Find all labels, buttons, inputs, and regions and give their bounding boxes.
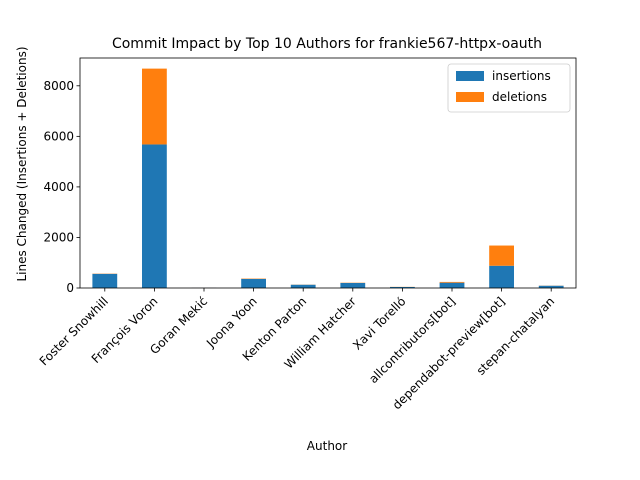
bar-insertions — [390, 286, 415, 288]
bar-insertions — [538, 285, 564, 288]
y-tick-label: 0 — [66, 281, 74, 295]
legend-swatch-insertions — [456, 71, 484, 81]
legend: insertions deletions — [447, 63, 571, 113]
x-axis-label: Author — [307, 439, 347, 453]
y-tick-label: 8000 — [43, 79, 74, 93]
y-axis-label: Lines Changed (Insertions + Deletions) — [15, 46, 29, 281]
legend-label-deletions: deletions — [492, 90, 547, 104]
bar-insertions — [290, 284, 316, 288]
legend-label-insertions: insertions — [492, 69, 551, 83]
y-tick-label: 2000 — [43, 230, 74, 244]
bar-insertions — [439, 282, 465, 288]
bar-insertions — [489, 265, 514, 288]
x-tick-label: allcontributors[bot] — [366, 294, 458, 386]
bar-insertions — [241, 278, 266, 288]
bar-deletions — [439, 281, 465, 283]
chart-title: Commit Impact by Top 10 Authors for fran… — [112, 36, 542, 52]
y-tick-label: 4000 — [43, 180, 74, 194]
bar-insertions — [142, 144, 167, 288]
y-tick-label: 6000 — [43, 129, 74, 143]
plot-frame — [79, 57, 577, 289]
bar-deletions — [142, 68, 167, 145]
bar-deletions — [489, 245, 514, 266]
bar-insertions — [340, 282, 366, 288]
bar-insertions — [92, 273, 118, 288]
legend-swatch-deletions — [456, 92, 484, 102]
